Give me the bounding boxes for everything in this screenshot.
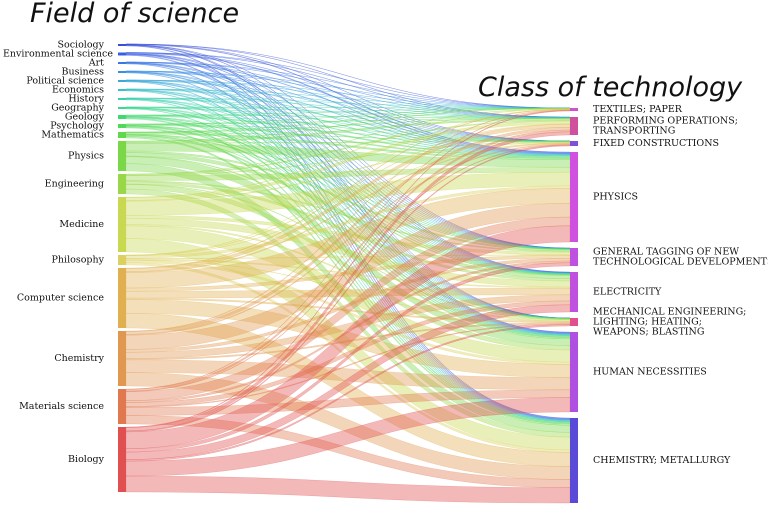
left-node-label: Sociology: [57, 40, 104, 51]
right-node-label: TRANSPORTING: [593, 126, 675, 137]
left-node-label: History: [68, 94, 104, 105]
left-node-label: Political science: [26, 76, 104, 87]
left-node: [118, 331, 126, 386]
right-node: [570, 332, 578, 412]
right-node-label: MECHANICAL ENGINEERING;: [593, 307, 746, 318]
right-node-label: HUMAN NECESSITIES: [593, 367, 707, 378]
right-node-label: LIGHTING; HEATING;: [593, 317, 702, 328]
left-node: [118, 389, 126, 424]
left-title: Field of science: [30, 0, 239, 29]
right-node: [570, 152, 578, 242]
left-node: [118, 197, 126, 252]
left-node-label: Physics: [68, 151, 104, 162]
right-node-label: WEAPONS; BLASTING: [593, 327, 704, 338]
left-node-label: Biology: [68, 454, 105, 465]
right-node: [570, 418, 578, 503]
right-node-label: PERFORMING OPERATIONS;: [593, 116, 738, 127]
right-node-label: CHEMISTRY; METALLURGY: [593, 455, 731, 466]
right-node: [570, 272, 578, 312]
left-node-label: Environmental science: [3, 49, 113, 60]
left-node: [118, 115, 126, 119]
left-node-label: Geology: [65, 112, 105, 123]
right-node-label: TEXTILES; PAPER: [593, 104, 683, 115]
right-node-label: FIXED CONSTRUCTIONS: [593, 138, 719, 149]
right-node: [570, 248, 578, 266]
left-node-label: Mathematics: [41, 130, 104, 141]
left-node: [118, 80, 126, 82]
left-node: [118, 98, 126, 100]
right-node: [570, 117, 578, 135]
left-node-label: Medicine: [59, 219, 104, 230]
right-node: [570, 141, 578, 146]
right-node-label: TECHNOLOGICAL DEVELOPMENTS;: [593, 257, 768, 268]
right-node-label: GENERAL TAGGING OF NEW: [593, 247, 739, 258]
right-node: [570, 108, 578, 111]
right-node-label: PHYSICS: [593, 192, 638, 203]
left-node: [118, 62, 126, 64]
left-node-label: Chemistry: [54, 353, 104, 364]
left-node-label: Computer science: [17, 293, 104, 304]
left-node: [118, 124, 126, 128]
left-node: [118, 141, 126, 171]
left-node-label: Materials science: [19, 401, 104, 412]
left-node-label: Economics: [52, 85, 104, 96]
left-node-label: Geography: [51, 103, 104, 114]
left-node: [118, 255, 126, 265]
left-node: [118, 174, 126, 194]
left-node: [118, 52, 126, 56]
left-node: [118, 89, 126, 91]
right-title: Class of technology: [478, 72, 743, 103]
left-node-label: Business: [61, 67, 104, 78]
right-node-label: ELECTRICITY: [593, 287, 662, 298]
left-node: [118, 268, 126, 328]
left-node-label: Philosophy: [52, 255, 105, 266]
flows: [125, 43, 571, 504]
left-node-label: Psychology: [50, 121, 104, 132]
left-node-label: Engineering: [45, 179, 104, 190]
right-node: [570, 318, 578, 326]
left-node-label: Art: [88, 58, 104, 69]
left-node: [118, 132, 126, 138]
left-node: [118, 107, 126, 109]
left-node: [118, 71, 126, 73]
left-node: [118, 44, 126, 46]
left-node: [118, 427, 126, 492]
